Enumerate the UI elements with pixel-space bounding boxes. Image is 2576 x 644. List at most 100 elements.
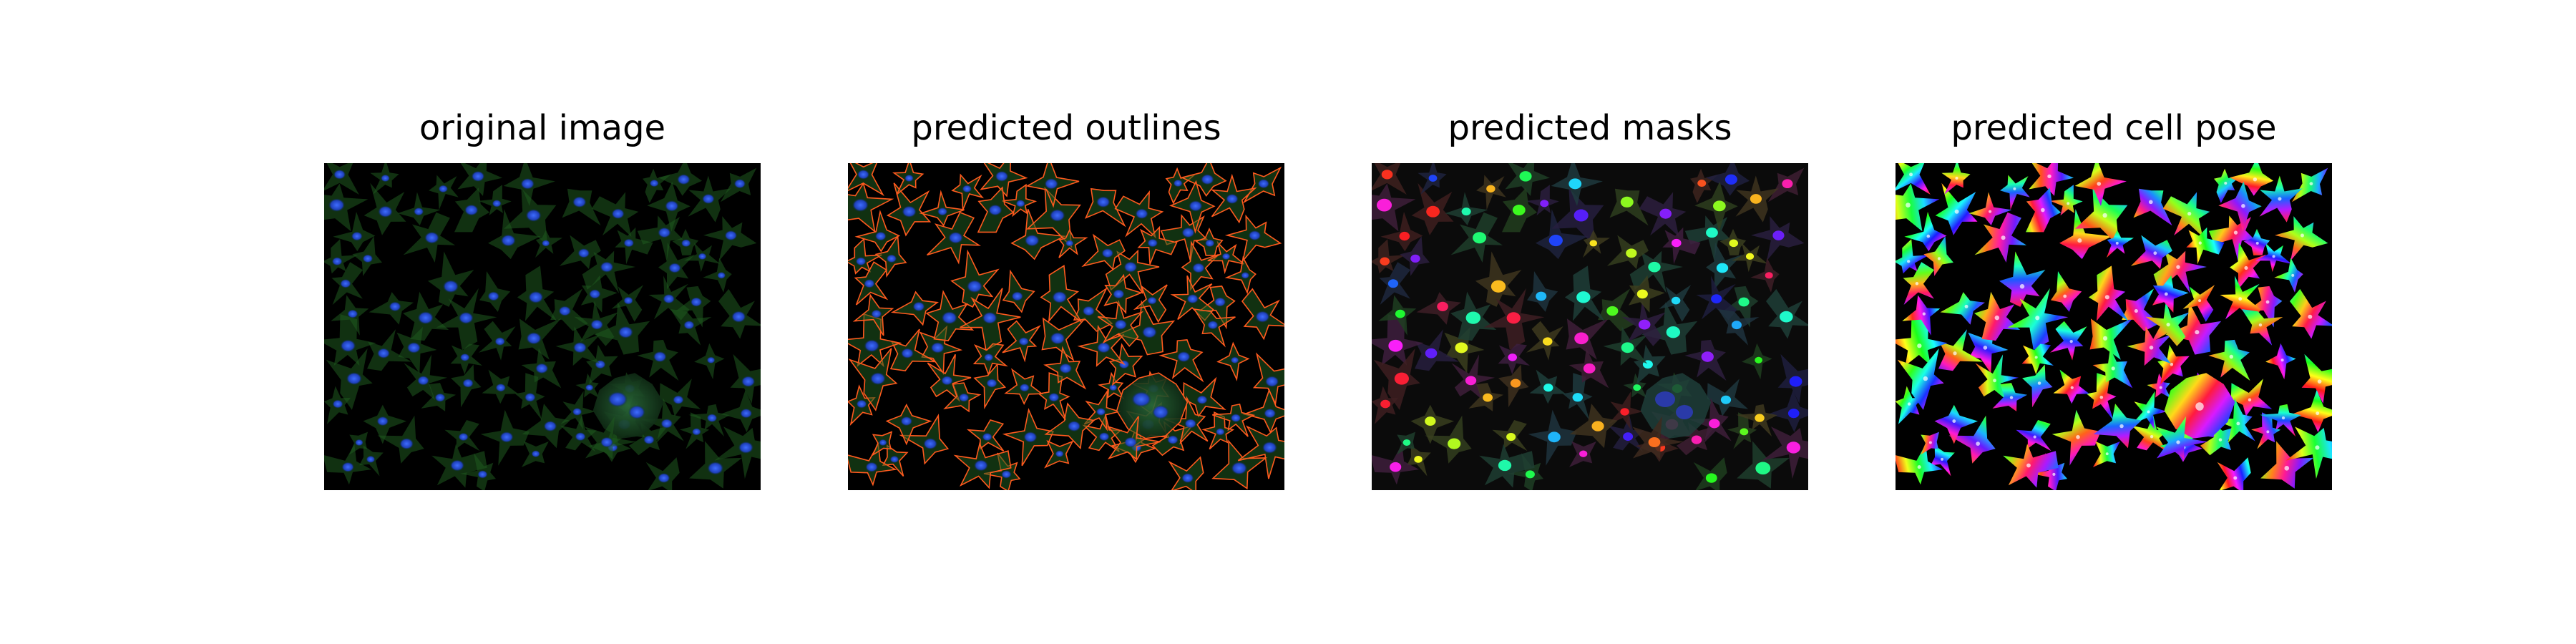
cell-mask-nucleus (1390, 462, 1402, 472)
cell-mask (1372, 183, 1416, 232)
cell-mask (1425, 415, 1472, 464)
cell-flow-field (2059, 209, 2112, 260)
cell-mask-nucleus (1572, 393, 1584, 402)
cell-nucleus (528, 291, 544, 304)
cell-nucleus (1184, 419, 1197, 429)
cell-mask-nucleus (1448, 438, 1461, 449)
cell-flow-center (1909, 172, 1913, 177)
cell-nucleus (937, 207, 948, 216)
cell-nucleus (665, 200, 679, 212)
cell-nucleus (958, 393, 970, 402)
cell-nucleus (1248, 230, 1262, 241)
cell-nucleus (376, 416, 389, 426)
cell-shape (367, 329, 411, 371)
cell-mask-nucleus (1691, 435, 1702, 444)
cell-nucleus (987, 204, 1002, 216)
cell-nucleus (1141, 326, 1158, 338)
cell-nucleus (966, 280, 983, 293)
cell-flow-field (2292, 390, 2332, 432)
cell-flow-field (1896, 183, 1940, 232)
cell-shape (848, 182, 894, 233)
cell-flow-center (1976, 441, 1981, 446)
cell-nucleus (378, 205, 394, 218)
cell-flow-center (2067, 202, 2070, 205)
cell-nucleus (1096, 196, 1111, 208)
cell-nucleus (458, 311, 474, 324)
cell-nucleus (864, 278, 875, 288)
cell-nucleus (900, 348, 914, 359)
cell-nucleus (572, 341, 587, 353)
cell-flow-field (2152, 275, 2189, 313)
cell-nucleus (852, 198, 869, 213)
cell-flow-center (2149, 345, 2154, 350)
cell-mask-nucleus (1606, 306, 1619, 316)
cell-flow-field (2029, 163, 2074, 196)
cell-nucleus (649, 179, 659, 187)
cell-flow-center (1993, 379, 1996, 383)
cell-nucleus (1052, 291, 1068, 304)
cell-mask-nucleus (1666, 326, 1681, 338)
cell-nucleus (1173, 179, 1183, 187)
cell-flow-field (2212, 398, 2255, 443)
cell-mask-nucleus (1676, 405, 1693, 419)
cell-nucleus (1131, 391, 1151, 407)
cell-mask-nucleus (1542, 337, 1553, 346)
cell-mask-nucleus (1671, 238, 1682, 248)
cell-shape (854, 210, 901, 253)
predicted-masks-canvas (1372, 163, 1808, 490)
cell-nucleus (1135, 208, 1148, 220)
cell-flow-field (2016, 420, 2051, 452)
cell-mask-nucleus (1465, 376, 1477, 386)
cell-nucleus (673, 395, 684, 405)
cell-flow-center (2308, 314, 2313, 319)
cell-mask-nucleus (1579, 450, 1588, 457)
cell-flow-center (2104, 295, 2109, 300)
cell-flow-center (2070, 386, 2074, 389)
cell-nucleus (865, 462, 879, 472)
cell-nucleus (912, 301, 925, 312)
cell-nucleus (600, 261, 614, 273)
cell-mask-nucleus (1659, 208, 1672, 219)
cell-nucleus (1201, 174, 1214, 185)
cell-nucleus (442, 280, 459, 293)
cell-mask (1688, 398, 1732, 443)
cell-shape (460, 453, 496, 490)
cell-shape (899, 414, 950, 465)
cell-flow-field (2301, 353, 2332, 404)
cell-mask-nucleus (1425, 416, 1436, 426)
cell-nucleus (623, 238, 635, 248)
cell-nucleus (1048, 392, 1060, 402)
cell-mask-nucleus (1510, 379, 1521, 388)
cell-nucleus (706, 414, 718, 423)
cell-nucleus (1098, 431, 1110, 441)
cell-nucleus (658, 472, 670, 484)
cell-flow-center (2069, 339, 2073, 343)
cell-mask-nucleus (1671, 296, 1681, 305)
cell-nucleus (683, 320, 695, 330)
cell-flow-field (2122, 288, 2160, 331)
cell-nucleus (1001, 470, 1012, 479)
cell-mask-nucleus (1755, 356, 1763, 364)
cell-nucleus (543, 420, 557, 432)
cell-nucleus (1123, 261, 1138, 273)
cell-flow-field (1992, 383, 2028, 411)
cell-flow-center (2033, 435, 2036, 439)
cell-flow-field (2132, 415, 2168, 452)
cell-flow-center (2170, 363, 2174, 366)
cell-mask-nucleus (1636, 289, 1648, 299)
cell-mask (1372, 314, 1424, 366)
cell-flow-field (1940, 292, 1985, 325)
cell-flow-center (2315, 445, 2320, 450)
cell-flow-center (2238, 297, 2243, 301)
cell-flow-center (2134, 309, 2138, 313)
cell-flow-field (1968, 192, 2012, 225)
cell-flow-field (1935, 182, 1978, 235)
cell-mask-nucleus (1716, 263, 1729, 273)
cell-flow-field (1934, 404, 1979, 444)
cell-flow-center (2176, 440, 2180, 444)
cell-flow-center (1922, 312, 1926, 316)
cell-flow-center (2076, 435, 2080, 439)
cell-nucleus (1123, 436, 1138, 448)
cell-nucleus (494, 337, 506, 346)
predicted-outlines-canvas (848, 163, 1284, 490)
